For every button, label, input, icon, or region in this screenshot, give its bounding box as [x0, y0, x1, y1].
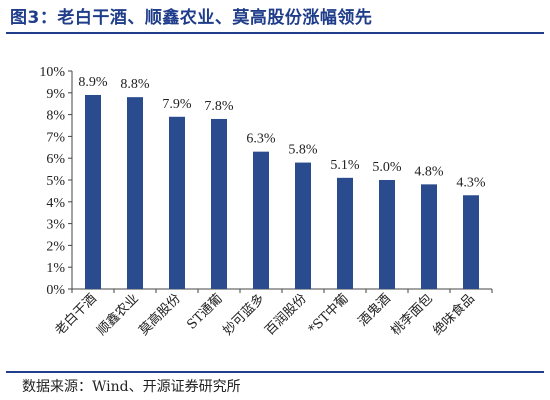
y-tick-label: 6%: [46, 152, 65, 167]
data-label: 5.0%: [372, 160, 402, 175]
y-tick-label: 4%: [46, 196, 65, 211]
x-tick-label: 莫高股份: [136, 291, 184, 339]
x-tick-label: 顺鑫农业: [94, 291, 142, 339]
data-label: 5.8%: [288, 143, 318, 158]
y-tick-label: 3%: [46, 218, 65, 233]
bar: [379, 180, 395, 289]
bar-chart: 8.9% 8.8% 7.9% 7.8% 6.3% 5.8% 5.1% 5.0% 4.8% 4.3%…: [39, 65, 493, 339]
data-label: 7.9%: [162, 97, 192, 112]
bar: [253, 151, 269, 289]
data-label: 8.8%: [120, 77, 150, 92]
x-tick-label: 酒鬼酒: [355, 291, 394, 330]
bars: [85, 94, 479, 290]
data-label: 5.1%: [330, 158, 360, 173]
bar: [295, 162, 311, 289]
y-tick-label: 5%: [46, 174, 65, 189]
bar: [463, 195, 479, 289]
title-rule: [6, 32, 544, 34]
bar: [211, 118, 227, 290]
bar: [337, 177, 353, 289]
data-label: 4.3%: [456, 175, 486, 190]
bar: [85, 94, 101, 289]
source-note: 数据来源：Wind、开源证券研究所: [22, 379, 241, 395]
data-labels: 8.9% 8.8% 7.9% 7.8% 6.3% 5.8% 5.1% 5.0% 4.8% 4.3%: [78, 75, 486, 190]
figure-title: 图3：老白干酒、顺鑫农业、莫高股份涨幅领先: [10, 8, 373, 28]
x-tick-label: ST通葡: [184, 291, 225, 332]
bar: [169, 116, 185, 289]
y-tick-label: 7%: [46, 130, 65, 145]
x-tick-label: 绝味食品: [430, 291, 478, 339]
y-tick-labels: 0% 1% 2% 3% 4% 5% 6% 7% 8% 9% 10%: [39, 65, 65, 298]
data-label: 7.8%: [204, 99, 234, 114]
data-label: 8.9%: [78, 75, 108, 90]
x-tick-label: 妙可蓝多: [220, 291, 268, 339]
y-tick-label: 2%: [46, 239, 65, 254]
x-tick-label: 百润股份: [262, 291, 309, 338]
bar: [421, 184, 437, 289]
data-label: 6.3%: [246, 132, 276, 147]
y-tick-label: 8%: [46, 109, 65, 124]
y-tick-label: 9%: [46, 87, 65, 102]
y-tick-label: 1%: [46, 261, 65, 276]
source-rule: [6, 371, 544, 373]
y-tick-label: 0%: [46, 283, 65, 298]
bar: [127, 97, 143, 289]
y-tick-label: 10%: [39, 65, 65, 80]
data-label: 4.8%: [414, 164, 444, 179]
x-tick-label: *ST中葡: [306, 291, 352, 337]
x-tick-label: 桃李面包: [388, 291, 435, 338]
